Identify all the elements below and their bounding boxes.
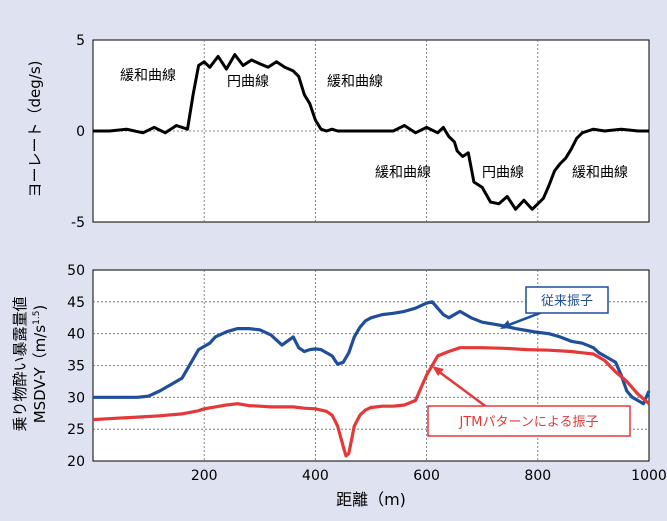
legend-callout-conventional: 従来振子 — [500, 286, 609, 329]
x-tick-label-0: 200 — [191, 468, 218, 484]
bottom-y-tick-label-4: 30 — [67, 390, 85, 406]
bottom-y-axis-label-line2: MSDV-Y（m/s1.5) — [31, 305, 49, 424]
bottom-y-tick-label-3: 35 — [67, 359, 85, 375]
x-tick-label-1: 400 — [302, 468, 329, 484]
bottom-y-tick-label-0: 50 — [67, 263, 85, 279]
top-series-line-0 — [93, 53, 649, 211]
bottom-series-line-0 — [93, 300, 651, 406]
bottom-y-ticks: 50 45 40 35 30 25 20 — [67, 263, 85, 470]
bottom-y-tick-label-5: 25 — [67, 422, 85, 438]
bottom-y-tick-label-6: 20 — [67, 454, 85, 470]
bottom-y-tick-label-1: 45 — [67, 295, 85, 311]
region-annotation-5: 緩和曲線 — [572, 165, 628, 181]
x-axis-label: 距離（m) — [336, 490, 406, 509]
top-y-ticks: 5 0 -5 — [71, 33, 85, 231]
bottom-panel: 50 45 40 35 30 25 20 200 400 600 800 1000 乗り物酔い暴露量… — [11, 263, 667, 509]
x-tick-label-4: 1000 — [631, 468, 667, 484]
region-annotation-4: 円曲線 — [482, 165, 524, 181]
legend-callout-jtm: JTMパターンによる振子 — [427, 366, 631, 437]
x-tick-label-2: 600 — [413, 468, 440, 484]
legend-label-conventional: 従来振子 — [541, 294, 593, 309]
top-y-tick-label-1: 0 — [76, 124, 85, 140]
region-annotation-1: 円曲線 — [227, 74, 269, 90]
bottom-grid — [93, 270, 649, 461]
x-tick-label-3: 800 — [524, 468, 551, 484]
bottom-x-ticks: 200 400 600 800 1000 — [191, 468, 667, 484]
region-annotation-0: 緩和曲線 — [120, 68, 176, 84]
top-y-axis-label: ヨーレート（deg/s) — [26, 61, 44, 198]
bottom-y-axis-label-line1: 乗り物酔い暴露量値 — [11, 296, 29, 431]
top-y-tick-label-0: 5 — [76, 33, 85, 49]
top-series — [93, 53, 649, 211]
region-annotation-3: 緩和曲線 — [375, 165, 431, 181]
bottom-y-tick-label-2: 40 — [67, 327, 85, 343]
bottom-series — [92, 300, 651, 458]
top-y-tick-label-2: -5 — [71, 215, 85, 231]
region-annotation-2: 緩和曲線 — [327, 74, 383, 90]
bottom-series-line-1 — [92, 346, 651, 458]
legend-label-jtm: JTMパターンによる振子 — [459, 415, 599, 430]
